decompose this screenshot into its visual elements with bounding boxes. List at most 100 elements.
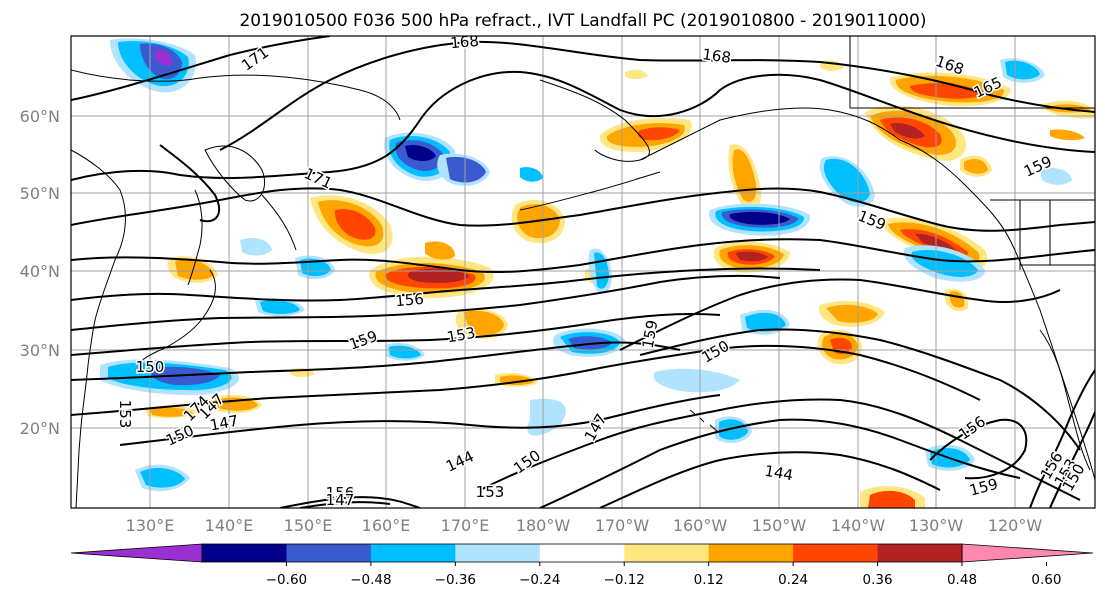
warm-patch — [425, 241, 455, 260]
lon-label: 160°W — [673, 516, 728, 535]
colorbar-segment — [877, 544, 963, 562]
colorbar-tick-label: −0.12 — [604, 572, 645, 588]
warm-patch — [890, 123, 925, 139]
contour-line — [479, 398, 1081, 501]
contour-line — [619, 278, 1061, 351]
warm-patch — [464, 310, 504, 336]
colorbar-tick-label: 0.12 — [694, 572, 724, 588]
coastline-japan — [141, 269, 216, 361]
coastline-british-columbia — [899, 139, 1095, 481]
coastline-east-siberia — [71, 69, 401, 121]
cool-patch — [240, 238, 272, 256]
warm-patch — [334, 208, 376, 240]
warm-patch — [868, 490, 915, 508]
contour-line — [279, 496, 421, 508]
warm-patch — [175, 259, 214, 280]
contour-line — [71, 70, 1095, 181]
colorbar-extend-low — [70, 543, 203, 563]
cool-patch — [140, 468, 185, 488]
colorbar-segment — [708, 544, 794, 562]
contour-line — [929, 418, 1028, 480]
colorbar-segment — [286, 544, 372, 562]
colorbar-segment — [370, 544, 456, 562]
colorbar-tick-label: −0.36 — [435, 572, 476, 588]
warm-patch — [150, 407, 193, 417]
warm-patch — [735, 251, 768, 262]
colorbar-tick-labels: −0.60 −0.48 −0.36 −0.24 −0.12 0.12 0.24 0.36 0.4… — [266, 562, 1061, 588]
cool-patch — [260, 300, 300, 314]
contour-label: 168 — [450, 32, 480, 52]
colorbar-tick-label: 0.48 — [947, 572, 977, 588]
lat-label: 30°N — [20, 341, 60, 360]
cool-patch — [1040, 168, 1072, 185]
warm-patch — [964, 158, 988, 174]
cool-patch — [155, 49, 173, 66]
contour-line — [299, 501, 391, 508]
warm-patch — [408, 268, 470, 283]
contour-line — [219, 40, 1095, 151]
contour-label: 147 — [326, 491, 355, 509]
contour-line — [599, 451, 941, 508]
cool-patch — [405, 145, 436, 161]
coastline-hawaii — [689, 409, 719, 433]
contour-label: 156 — [395, 290, 425, 310]
contour-line — [1029, 369, 1095, 508]
cool-patch — [729, 211, 790, 225]
contour-label: 156 — [326, 484, 355, 502]
colorbar-segment — [455, 544, 541, 562]
graticule — [71, 36, 1095, 508]
contour-line — [1049, 411, 1095, 508]
colorbar-segment — [539, 544, 625, 562]
colorbar-tick-label: 0.24 — [778, 572, 808, 588]
warm-patch — [625, 69, 648, 79]
lat-label: 60°N — [20, 107, 60, 126]
contour-line — [71, 313, 721, 356]
cool-patch — [446, 156, 486, 183]
contour-lines — [71, 36, 1095, 508]
coastline-kurils — [261, 194, 297, 251]
colorbar-segment — [793, 544, 879, 562]
contour-label: 168 — [701, 45, 732, 67]
colorbar-extend-high — [961, 543, 1094, 563]
colorbar-tick-label: 0.60 — [1031, 572, 1061, 588]
colorbar — [70, 543, 1094, 563]
longitude-labels: 130°E 140°E 150°E 160°E 170°E 180°W 170°W 160°W… — [126, 516, 1043, 535]
coastline-alaska — [539, 79, 901, 162]
contour-line — [639, 328, 1081, 451]
contour-line — [119, 394, 721, 446]
colorbar-tick-label: −0.60 — [266, 572, 307, 588]
cool-patch — [568, 336, 612, 350]
warm-patch — [826, 304, 878, 323]
contour-line — [159, 144, 220, 223]
cool-patch — [653, 368, 740, 393]
contour-line — [71, 238, 1095, 274]
cool-patch — [719, 419, 748, 440]
contour-label: 153 — [476, 483, 505, 501]
contour-label: 153 — [116, 400, 134, 429]
map-title: 2019010500 F036 500 hPa refract., IVT La… — [239, 11, 926, 31]
lon-label: 150°W — [752, 516, 807, 535]
lon-label: 140°W — [831, 516, 886, 535]
colorbar-tick-label: −0.48 — [350, 572, 391, 588]
lon-label: 170°W — [595, 516, 650, 535]
coastline-mexico — [1039, 329, 1091, 471]
lon-label: 140°E — [205, 516, 254, 535]
contour-line — [71, 274, 781, 331]
contour-line — [71, 36, 331, 101]
lon-label: 150°E — [284, 516, 333, 535]
colorbar-tick-label: 0.36 — [863, 572, 893, 588]
colorbar-tick-label: −0.24 — [519, 572, 560, 588]
colorbar-segment — [202, 544, 287, 562]
lon-label: 130°E — [126, 516, 175, 535]
lat-label: 50°N — [20, 184, 60, 203]
latitude-labels: 60°N 50°N 40°N 30°N 20°N — [20, 107, 60, 438]
colorbar-frame — [201, 543, 963, 563]
map-frame — [70, 35, 1096, 509]
warm-patch — [910, 83, 985, 99]
lon-label: 170°E — [441, 516, 490, 535]
cool-patch — [911, 250, 978, 277]
contour-line — [71, 341, 681, 381]
lat-label: 40°N — [20, 262, 60, 281]
lat-label: 20°N — [20, 419, 60, 438]
colorbar-segment — [624, 544, 710, 562]
